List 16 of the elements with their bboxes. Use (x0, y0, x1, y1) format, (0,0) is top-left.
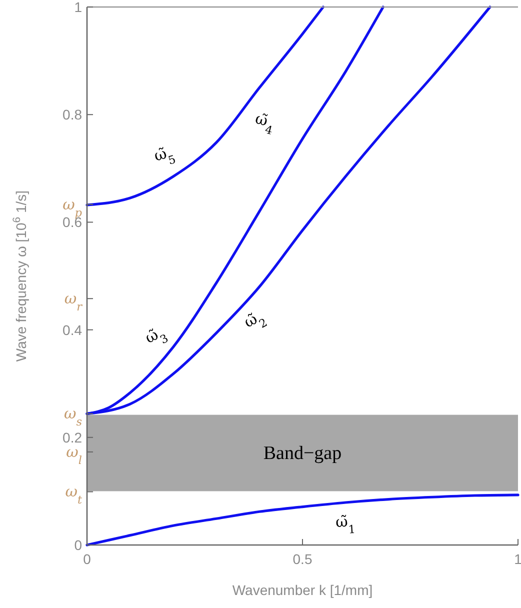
x-axis-title: Wavenumber k [1/mm] (232, 582, 373, 598)
y-tick-label: 1 (74, 0, 82, 15)
x-tick-label: 1 (514, 551, 521, 567)
band-label: Band−gap (263, 443, 342, 464)
y-tick-label: ω$_{t}$ (65, 482, 82, 506)
text: ω̃$_{5}$ (152, 144, 178, 167)
series-label: ω̃$_{1}$ (335, 512, 356, 536)
line-series (86, 6, 324, 206)
y-tick-label: 0.8 (62, 106, 82, 123)
y-tick-label: 0.4 (62, 322, 82, 338)
y-tick-label: ω$_{r}$ (64, 290, 83, 314)
y-tick-label: ω$_{s}$ (64, 404, 82, 428)
y-tick-label: 0.2 (62, 429, 82, 446)
x-tick-label: 0.5 (292, 551, 312, 567)
y-tick-label: 0 (74, 537, 82, 553)
y-tick-label: ω$_{l}$ (66, 442, 82, 466)
